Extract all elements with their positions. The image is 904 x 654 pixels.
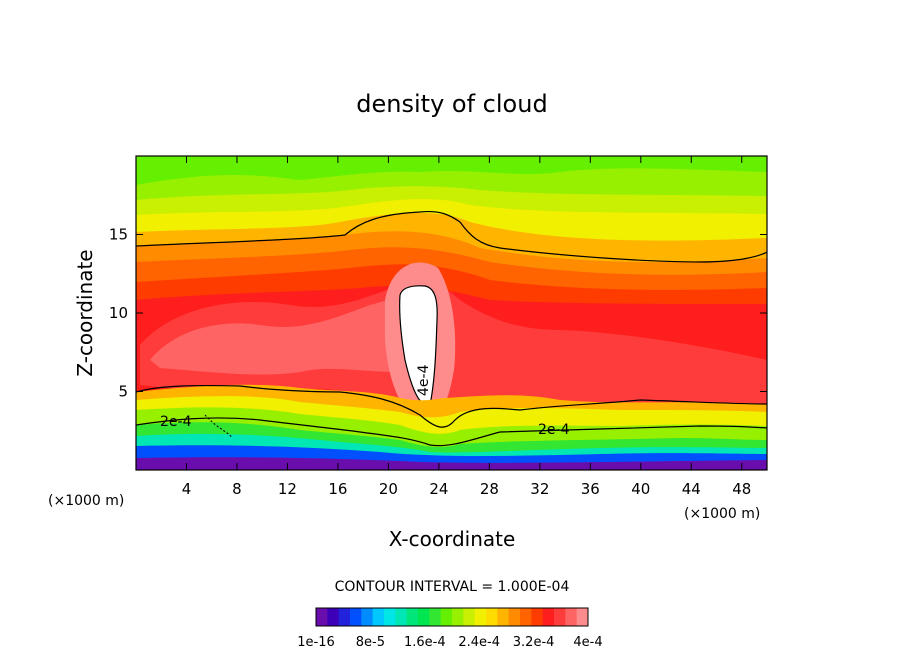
x-axis: 4 8 12 16 20 24 28 32 36 40 44 48	[182, 156, 751, 498]
colorbar-tick-label: 8e-5	[356, 635, 385, 650]
band-pink	[150, 295, 450, 375]
y-tick-label: 10	[109, 304, 128, 322]
x-tick-label: 28	[480, 480, 499, 498]
colorbar-tick-label: 3.2e-4	[513, 635, 555, 650]
x-tick-label: 4	[182, 480, 192, 498]
colorbar-swatch	[497, 608, 510, 626]
colorbar-swatch	[350, 608, 362, 626]
colorbar-swatch	[565, 608, 578, 626]
contour-interval-text: CONTOUR INTERVAL = 1.000E-04	[335, 579, 570, 595]
x-tick-label: 44	[682, 480, 701, 498]
colorbar-swatch	[418, 608, 430, 626]
colorbar-swatch	[395, 608, 408, 626]
x-tick-label: 48	[732, 480, 751, 498]
colorbar-tick-label: 1.6e-4	[404, 635, 446, 650]
y-tick-label: 15	[109, 226, 128, 244]
colorbar-swatch	[474, 608, 487, 626]
x-tick-label: 24	[429, 480, 448, 498]
colorbar-swatch	[440, 608, 453, 626]
colorbar-swatch	[361, 608, 374, 626]
colorbar-swatch	[384, 608, 396, 626]
colorbar-swatch	[508, 608, 521, 626]
colorbar-swatch	[316, 608, 328, 626]
colorbar-swatch	[338, 608, 351, 626]
contour-line-middle	[136, 384, 767, 428]
colorbar-swatch	[486, 608, 498, 626]
colorbar-swatch	[327, 608, 340, 626]
colorbar-tick-label: 1e-16	[297, 635, 335, 650]
x-tick-label: 8	[232, 480, 242, 498]
x-axis-label: X-coordinate	[389, 527, 516, 551]
colorbar-frame	[315, 607, 589, 627]
colorbar-swatch	[429, 608, 442, 626]
colorbar-swatch	[576, 608, 589, 626]
colorbar-swatch	[406, 608, 419, 626]
contour-label: 4e-4	[416, 364, 432, 396]
colorbar-tick-label: 2.4e-4	[458, 635, 500, 650]
contour-label: 2e-4	[538, 422, 570, 438]
band-top-bright-green	[136, 156, 767, 185]
x-tick-label: 40	[631, 480, 650, 498]
contour-line-upper	[136, 210, 767, 263]
chart-title: density of cloud	[356, 90, 547, 118]
contour-label: 2e-4	[160, 414, 192, 430]
colorbar	[315, 607, 589, 627]
x-tick-label: 20	[379, 480, 398, 498]
colorbar-tick-labels: 1e-16 8e-5 1.6e-4 2.4e-4 3.2e-4 4e-4	[297, 635, 602, 650]
contour-line-2e-4	[136, 417, 767, 447]
band-bottom-purple	[136, 457, 767, 470]
colorbar-swatch	[372, 608, 385, 626]
contour-field	[136, 156, 767, 470]
colorbar-swatch	[452, 608, 464, 626]
colorbar-swatch	[531, 608, 544, 626]
x-tick-label: 36	[581, 480, 600, 498]
y-axis: 5 10 15	[109, 226, 767, 401]
y-axis-label: Z-coordinate	[73, 249, 97, 376]
x-tick-label: 16	[328, 480, 347, 498]
colorbar-swatch	[463, 608, 476, 626]
cloud-core	[399, 285, 438, 406]
colorbar-swatch	[520, 608, 532, 626]
y-tick-label: 5	[118, 383, 128, 401]
x-unit-label-right: (×1000 m)	[684, 506, 760, 522]
x-tick-label: 32	[530, 480, 549, 498]
x-tick-label: 12	[278, 480, 297, 498]
colorbar-tick-label: 4e-4	[573, 635, 602, 650]
x-unit-label-left: (×1000 m)	[48, 493, 124, 509]
colorbar-swatch	[554, 608, 566, 626]
colorbar-swatch	[542, 608, 555, 626]
